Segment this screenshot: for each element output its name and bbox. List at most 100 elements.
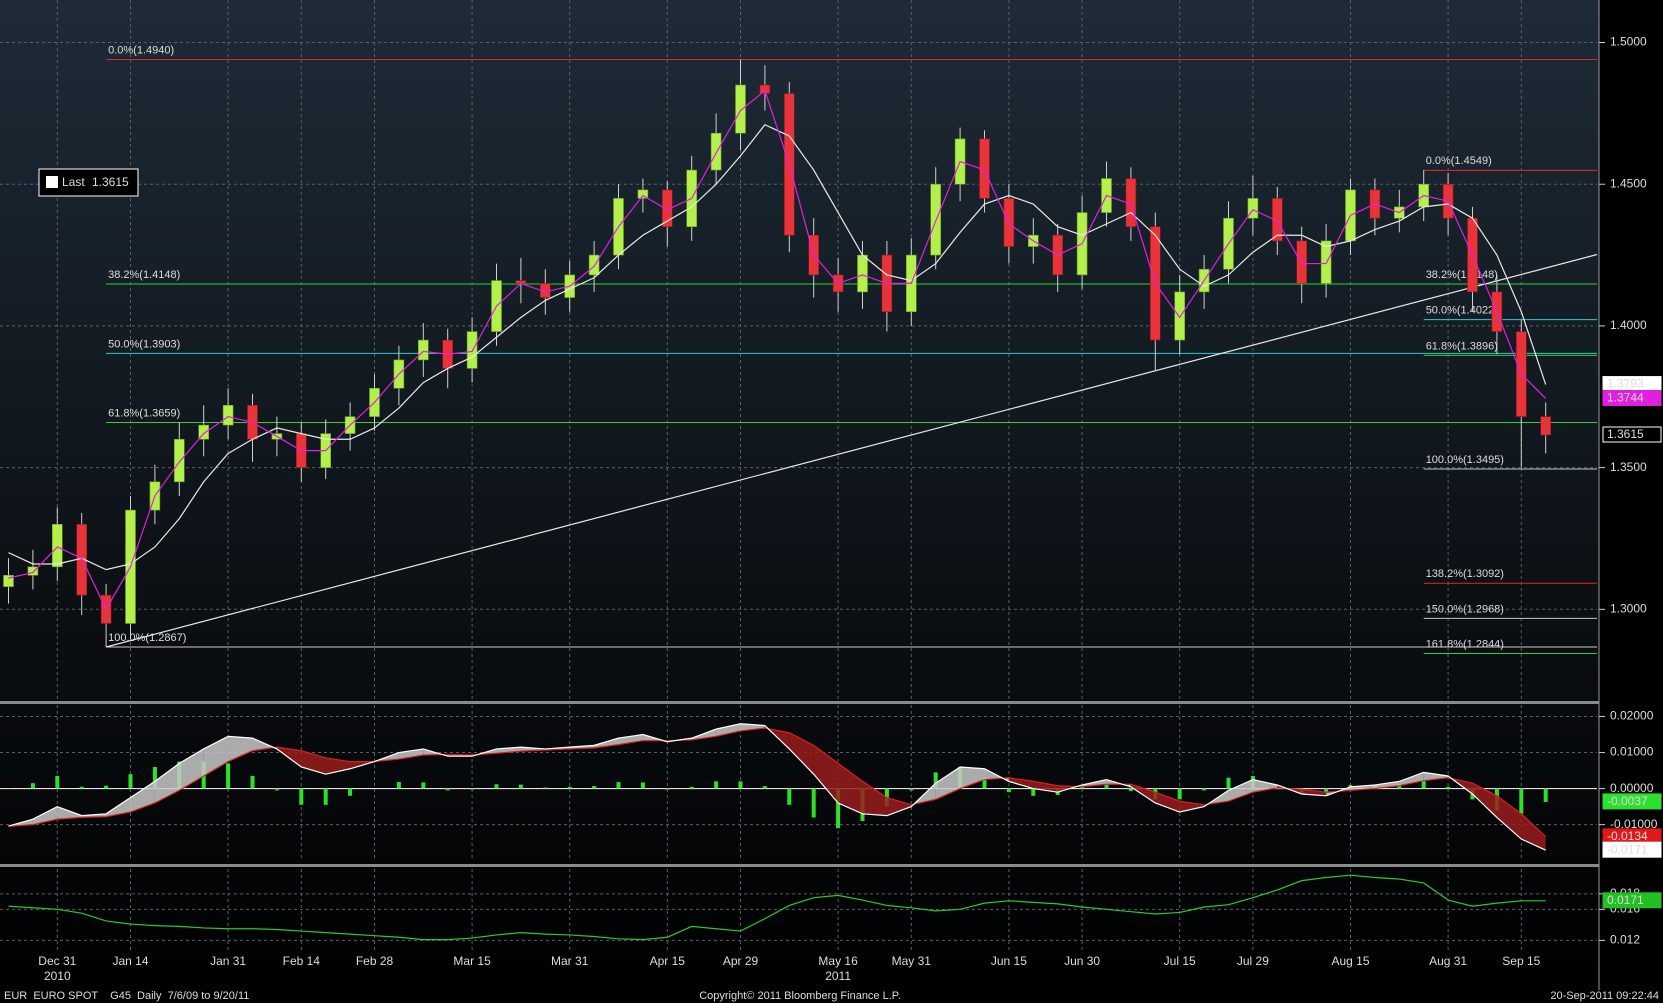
macd-fill — [1350, 784, 1375, 791]
histogram-bar — [592, 786, 597, 789]
histogram-bar — [982, 777, 987, 789]
moving-average — [8, 123, 1547, 571]
x-tick-label: Jun 30 — [1064, 954, 1100, 968]
y-tick-label: 1.3500 — [1610, 460, 1647, 474]
footer-left: EUR EURO SPOT G45 Daily 7/6/09 to 9/20/1… — [4, 990, 249, 1002]
histogram-bar — [1031, 788, 1036, 796]
histogram-bar — [445, 788, 450, 791]
histogram-bar — [104, 785, 109, 789]
candle-body — [417, 339, 429, 361]
macd-fill — [886, 797, 912, 816]
year-label: 2010 — [44, 969, 71, 983]
value-box — [1602, 793, 1662, 810]
candle-body — [1247, 198, 1259, 219]
histogram-bar — [128, 774, 133, 789]
candle-body — [198, 424, 209, 440]
histogram-bar — [1202, 788, 1207, 791]
footer-center: Copyright© 2011 Bloomberg Finance L.P. — [699, 990, 901, 1002]
x-tick-label: Aug 31 — [1429, 954, 1467, 968]
x-tick-label: Jun 15 — [991, 954, 1027, 968]
histogram-bar — [933, 772, 938, 789]
macd-fill — [1155, 792, 1180, 813]
macd-line — [8, 723, 1546, 851]
macd-fill — [1228, 779, 1253, 802]
macd-fill — [325, 757, 351, 775]
histogram-bar — [689, 786, 694, 789]
fib-label: 0.0%(1.4549) — [1426, 155, 1492, 167]
candle-body — [1540, 416, 1551, 436]
candle-body — [222, 404, 234, 426]
x-tick-label: Mar 31 — [551, 954, 589, 968]
x-tick-label: May 16 — [818, 954, 858, 968]
histogram-bar — [348, 788, 353, 796]
candle-body — [735, 84, 746, 134]
fib-label: 161.8%(1.2844) — [1426, 638, 1504, 650]
histogram-bar — [323, 788, 328, 805]
y-tick-label: 1.4000 — [1610, 318, 1647, 332]
candle-body — [588, 254, 600, 276]
y-tick-label: 1.4500 — [1610, 176, 1647, 190]
value-box-label: 1.3744 — [1607, 391, 1644, 405]
histogram-bar — [30, 783, 35, 789]
value-box — [1602, 892, 1662, 909]
candle-body — [1272, 198, 1283, 242]
macd-fill — [106, 797, 131, 817]
legend-swatch — [46, 176, 58, 188]
panel-separator — [0, 701, 1599, 704]
y-tick-label: 1.5000 — [1610, 35, 1647, 49]
y-tick-label: 0.01000 — [1610, 745, 1654, 759]
value-box-label: 1.3793 — [1607, 377, 1644, 391]
macd-fill — [789, 732, 814, 775]
histogram-bar — [640, 782, 645, 789]
candle-body — [51, 523, 63, 568]
macd-fill — [1423, 772, 1449, 781]
value-box — [1602, 389, 1662, 406]
histogram-bar — [79, 786, 84, 789]
histogram-bar — [665, 788, 670, 790]
footer-bar — [0, 990, 1663, 1003]
macd-fill — [618, 734, 643, 745]
x-tick-label: Sep 15 — [1502, 954, 1540, 968]
histogram-bar — [1177, 788, 1182, 800]
macd-fill — [179, 748, 204, 791]
candle-body — [857, 254, 868, 293]
x-tick-label: Apr 29 — [723, 954, 759, 968]
candle-body — [710, 132, 722, 171]
fib-label: 38.2%(1.4148) — [1426, 269, 1498, 281]
x-tick-label: Aug 15 — [1331, 954, 1369, 968]
axis-background — [1599, 0, 1663, 990]
histogram-bar — [616, 782, 621, 789]
y-tick-label: 0.012 — [1610, 933, 1640, 947]
histogram-bar — [762, 786, 767, 789]
value-box-label: 0.0171 — [1607, 893, 1644, 907]
fib-label: 38.2%(1.4148) — [108, 269, 180, 281]
legend-value: 1.3615 — [92, 175, 129, 189]
moving-average — [8, 89, 1547, 611]
footer-right: 20-Sep-2011 09:22:44 — [1550, 990, 1659, 1002]
macd-fill — [838, 763, 863, 814]
histogram-bar — [836, 788, 841, 829]
x-tick-label: Mar 15 — [453, 954, 491, 968]
macd-fill — [1374, 781, 1400, 789]
plot-background — [0, 0, 1599, 990]
macd-fill — [398, 748, 424, 760]
histogram-bar — [738, 781, 743, 789]
x-tick-label: Jul 29 — [1237, 954, 1269, 968]
macd-fill — [716, 723, 741, 737]
histogram-bar — [1397, 784, 1402, 789]
fib-label: 50.0%(1.3903) — [108, 338, 180, 350]
x-tick-label: Dec 31 — [38, 954, 76, 968]
candle-body — [1174, 291, 1185, 341]
histogram-bar — [299, 788, 304, 805]
x-tick-label: Jan 14 — [112, 954, 148, 968]
macd-fill — [1496, 795, 1522, 840]
fib-label: 100.0%(1.3495) — [1426, 454, 1504, 466]
candle-body — [1296, 240, 1307, 284]
macd-fill — [130, 781, 155, 813]
histogram-bar — [55, 775, 60, 789]
value-box-label: 1.3615 — [1607, 427, 1644, 441]
histogram-bar — [1519, 788, 1524, 814]
macd-fill — [228, 736, 253, 762]
fib-label: 138.2%(1.3092) — [1426, 568, 1504, 580]
